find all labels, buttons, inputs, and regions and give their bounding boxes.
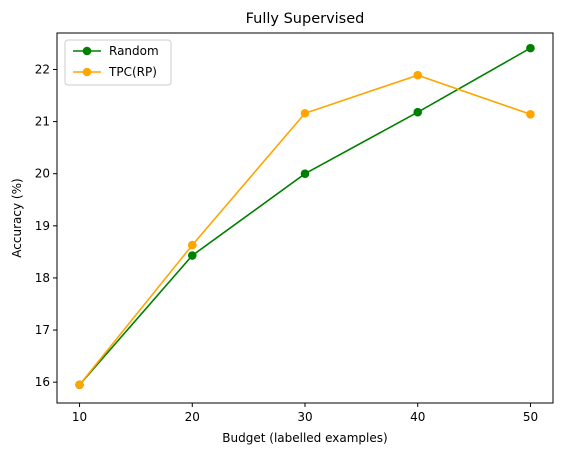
legend: Random TPC(RP)	[64, 39, 172, 86]
data-point	[75, 380, 84, 390]
x-axis-title: Budget (labelled examples)	[222, 431, 387, 445]
axes-frame	[56, 32, 554, 404]
x-tick-label: 50	[523, 410, 538, 424]
legend-label: Random	[109, 44, 159, 58]
x-tick-label: 10	[72, 410, 87, 424]
data-point	[413, 107, 423, 117]
legend-swatch-marker	[82, 46, 92, 56]
axes: 10 20 30 40 50 16 17 18 19 20 21 22	[35, 32, 554, 424]
y-tick-label: 19	[35, 219, 50, 233]
y-tick-label: 17	[35, 323, 50, 337]
y-tick-label: 16	[35, 375, 50, 389]
chart-title: Fully Supervised	[246, 11, 365, 27]
x-tick-label: 20	[185, 410, 200, 424]
y-tick-label: 21	[35, 115, 50, 129]
series-line-0	[78, 47, 531, 386]
data-point	[413, 70, 423, 80]
data-point	[300, 108, 310, 118]
legend-label: TPC(RP)	[108, 65, 157, 79]
data-point	[526, 43, 535, 53]
plot-area	[75, 43, 535, 390]
y-tick-label: 18	[35, 271, 50, 285]
legend-swatch-marker	[82, 67, 92, 77]
series-line-1	[78, 74, 531, 386]
y-tick-label: 22	[35, 62, 50, 76]
x-tick-label: 40	[410, 410, 425, 424]
y-axis-title: Accuracy (%)	[10, 178, 24, 257]
y-tick-label: 20	[35, 167, 50, 181]
data-point	[526, 109, 535, 119]
data-point	[187, 240, 197, 250]
data-point	[300, 169, 310, 179]
data-point	[187, 251, 197, 260]
x-tick-label: 30	[297, 410, 312, 424]
